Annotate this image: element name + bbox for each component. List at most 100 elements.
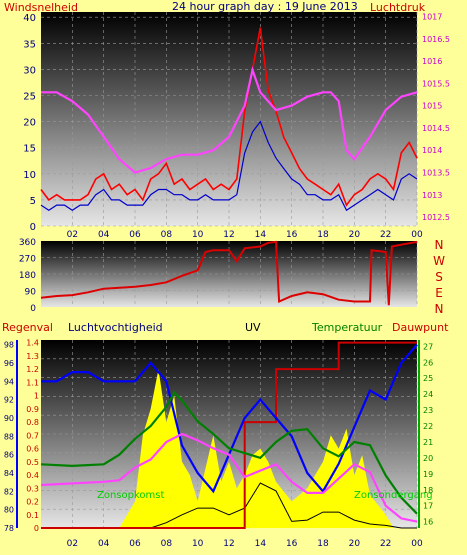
x-tick-label: 20 — [349, 230, 361, 240]
rain-tick-label: 0.7 — [26, 431, 39, 440]
rain-tick-label: 0.2 — [26, 498, 39, 507]
compass-label: N — [435, 238, 444, 252]
sunset-label: Zonsondergang — [354, 490, 433, 501]
humidity-tick-label: 94 — [4, 377, 14, 386]
wind-tick-label: 15 — [23, 144, 36, 155]
humidity-tick-label: 88 — [4, 432, 14, 441]
direction-tick-label: 0 — [30, 304, 36, 314]
x-tick-label: 10 — [192, 539, 204, 549]
direction-tick-label: 360 — [19, 238, 36, 248]
x-tick-label: 02 — [67, 539, 78, 549]
humidity-tick-label: 78 — [4, 524, 14, 533]
humidity-tick-label: 92 — [4, 396, 14, 405]
temperature-tick-label: 23 — [423, 406, 433, 415]
humidity-tick-label: 80 — [4, 506, 14, 515]
dewpoint-line — [40, 432, 418, 523]
rain-axis-label: Regenval — [2, 321, 53, 334]
uv-axis-label: UV — [245, 321, 261, 334]
uv-line — [41, 482, 417, 529]
x-tick-label: 00 — [411, 539, 423, 549]
direction-tick-label: 90 — [25, 288, 37, 298]
pressure-tick-label: 1012.5 — [422, 213, 450, 222]
rain-tick-label: 0.5 — [26, 458, 39, 467]
humidity-tick-label: 96 — [4, 359, 14, 368]
wind-tick-label: 40 — [23, 13, 36, 24]
temperature-tick-label: 17 — [423, 502, 433, 511]
temperature-tick-label: 26 — [423, 358, 433, 367]
x-tick-label: 18 — [317, 230, 329, 240]
humidity-axis-label: Luchtvochtigheid — [68, 321, 163, 334]
humidity-tick-label: 86 — [4, 451, 14, 460]
x-tick-label: 12 — [223, 539, 234, 549]
compass-label: N — [435, 302, 444, 316]
humidity-tick-label: 98 — [4, 341, 14, 350]
temperature-tick-label: 22 — [423, 422, 433, 431]
pressure-tick-label: 1017 — [422, 12, 442, 21]
temperature-tick-label: 19 — [423, 470, 433, 479]
rain-line — [41, 341, 417, 529]
temperature-tick-label: 18 — [423, 486, 433, 495]
rain-tick-label: 1.1 — [26, 378, 39, 387]
x-tick-label: 04 — [98, 230, 110, 240]
wind-direction-line — [40, 240, 418, 306]
x-tick-label: 12 — [223, 230, 234, 240]
pressure-tick-label: 1016.5 — [422, 35, 450, 44]
temperature-line — [40, 390, 418, 515]
rain-tick-label: 1 — [34, 392, 39, 401]
chart-title: 24 hour graph day : 19 June 2013 — [172, 0, 358, 13]
temperature-axis-label: Temperatuur — [311, 321, 383, 334]
humidity-tick-label: 84 — [4, 469, 14, 478]
x-tick-label: 22 — [380, 539, 391, 549]
rain-tick-label: 1.2 — [26, 365, 39, 374]
x-tick-label: 20 — [349, 539, 361, 549]
rain-tick-label: 1.4 — [26, 339, 39, 348]
rain-tick-label: 0.4 — [26, 471, 39, 480]
wind-speed-axis-label: Windsnelheid — [4, 1, 78, 14]
temperature-tick-label: 24 — [423, 390, 433, 399]
compass-label: W — [433, 254, 445, 268]
temperature-tick-label: 27 — [423, 342, 433, 351]
x-tick-label: 10 — [192, 230, 204, 240]
pressure-tick-label: 1014.5 — [422, 124, 450, 133]
compass-label: S — [435, 270, 443, 284]
rain-tick-label: 0.6 — [26, 445, 39, 454]
temperature-tick-label: 21 — [423, 438, 433, 447]
direction-tick-label: 270 — [19, 255, 36, 265]
climate-panel: Zonsopkomst Zonsondergang 0 0.1 0.2 0.3 0.4 0… — [4, 339, 433, 549]
sunrise-label: Zonsopkomst — [97, 490, 164, 501]
humidity-tick-label: 90 — [4, 414, 14, 423]
x-tick-label: 18 — [317, 539, 329, 549]
x-tick-label: 08 — [161, 539, 173, 549]
temperature-tick-label: 20 — [423, 454, 433, 463]
rain-tick-label: 0.1 — [26, 511, 39, 520]
rain-tick-label: 0.3 — [26, 484, 39, 493]
x-tick-label: 06 — [129, 539, 141, 549]
x-tick-label: 06 — [129, 230, 141, 240]
dewpoint-axis-label: Dauwpunt — [392, 321, 449, 334]
wind-tick-label: 25 — [23, 92, 36, 103]
x-tick-label: 14 — [255, 230, 267, 240]
x-tick-label: 14 — [255, 539, 267, 549]
x-tick-label: 16 — [286, 539, 298, 549]
wind-tick-label: 5 — [30, 196, 36, 207]
humidity-tick-label: 82 — [4, 487, 14, 496]
rain-tick-label: 0 — [34, 524, 39, 533]
pressure-tick-label: 1016 — [422, 57, 442, 66]
pressure-tick-label: 1015.5 — [422, 79, 450, 88]
wind-tick-label: 0 — [30, 222, 36, 233]
pressure-tick-label: 1013.5 — [422, 169, 450, 178]
pressure-axis-label: Luchtdruk — [370, 1, 426, 14]
direction-tick-label: 180 — [19, 271, 36, 281]
x-tick-label: 22 — [380, 230, 391, 240]
pressure-tick-label: 1013 — [422, 191, 442, 200]
x-tick-label: 04 — [98, 539, 110, 549]
rain-tick-label: 1.3 — [26, 352, 39, 361]
wind-tick-label: 35 — [23, 39, 36, 50]
x-tick-label: 16 — [286, 230, 298, 240]
wind-speed-line — [40, 120, 418, 212]
pressure-tick-label: 1015 — [422, 102, 442, 111]
temperature-tick-label: 16 — [423, 518, 433, 527]
